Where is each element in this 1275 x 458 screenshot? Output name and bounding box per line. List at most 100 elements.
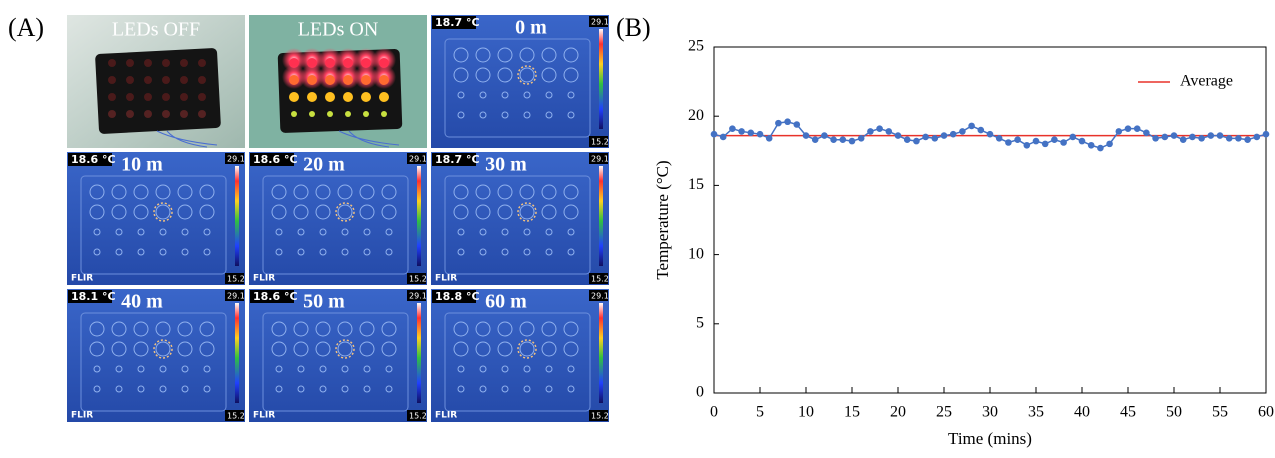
led-outline bbox=[319, 365, 327, 373]
data-point bbox=[1115, 128, 1123, 135]
data-point bbox=[995, 135, 1003, 142]
led-outline bbox=[457, 365, 465, 373]
data-point bbox=[857, 135, 865, 142]
led-outline bbox=[115, 365, 123, 373]
data-point bbox=[913, 137, 920, 145]
led-outline bbox=[203, 365, 211, 373]
led-outline bbox=[275, 228, 283, 236]
x-tick-label: 0 bbox=[710, 404, 718, 421]
plot-frame bbox=[713, 46, 1267, 394]
data-point bbox=[959, 128, 966, 135]
board-outline bbox=[262, 175, 409, 275]
led-outline bbox=[519, 67, 535, 83]
wires bbox=[338, 130, 400, 148]
led-outline bbox=[501, 365, 509, 373]
led-outline bbox=[381, 204, 397, 220]
data-point bbox=[1005, 139, 1012, 146]
data-point bbox=[1097, 144, 1104, 152]
led-outline bbox=[275, 248, 283, 256]
tile-title: 0 m bbox=[515, 17, 547, 39]
led-outline bbox=[89, 184, 105, 200]
color-scale bbox=[235, 303, 239, 403]
data-point bbox=[949, 130, 957, 138]
data-point bbox=[1207, 132, 1215, 139]
led-outline bbox=[519, 321, 535, 337]
led-outline bbox=[545, 228, 553, 236]
led bbox=[379, 92, 389, 102]
image-tile: LEDs ON bbox=[249, 15, 427, 148]
min-box bbox=[225, 273, 244, 284]
data-point bbox=[1143, 129, 1150, 137]
led-outline bbox=[341, 248, 349, 256]
led-outline bbox=[337, 321, 353, 337]
led-outline bbox=[137, 248, 145, 256]
data-point bbox=[729, 125, 736, 132]
spot-temp: 18.6 °C bbox=[253, 153, 298, 166]
data-point bbox=[977, 126, 985, 134]
scale-max: 29.1 bbox=[227, 292, 245, 301]
roi bbox=[335, 339, 355, 359]
panel-label: (B) bbox=[616, 13, 651, 42]
led-outline bbox=[203, 385, 211, 393]
led-outline bbox=[315, 204, 331, 220]
data-point bbox=[1078, 137, 1086, 145]
data-point bbox=[931, 135, 939, 142]
data-point bbox=[793, 121, 801, 128]
data-point bbox=[1244, 136, 1251, 144]
led bbox=[126, 59, 134, 67]
led-outline bbox=[519, 184, 535, 200]
led-outline bbox=[453, 341, 469, 357]
led-outline bbox=[475, 341, 491, 357]
color-scale bbox=[599, 303, 603, 403]
led-outline bbox=[337, 184, 353, 200]
led-outline bbox=[181, 248, 189, 256]
x-tick-label: 10 bbox=[798, 404, 814, 421]
led bbox=[363, 111, 369, 117]
led bbox=[198, 93, 206, 101]
y-tick-label: 5 bbox=[696, 314, 704, 331]
color-scale bbox=[599, 29, 603, 129]
led-outline bbox=[89, 204, 105, 220]
led-outline bbox=[479, 111, 487, 119]
led-outline bbox=[199, 204, 215, 220]
led bbox=[108, 76, 116, 84]
led-outline bbox=[159, 365, 167, 373]
tile-title: 20 m bbox=[303, 154, 345, 176]
wires bbox=[156, 130, 218, 148]
data-point bbox=[811, 136, 819, 144]
led bbox=[291, 111, 297, 117]
max-box bbox=[225, 290, 244, 301]
led-outline bbox=[541, 184, 557, 200]
led-outline bbox=[199, 184, 215, 200]
led-outline bbox=[181, 365, 189, 373]
roi bbox=[517, 65, 537, 85]
led-outline bbox=[453, 184, 469, 200]
image-tile: LEDs OFF bbox=[67, 15, 245, 148]
flir-logo: FLIR bbox=[253, 411, 275, 421]
x-tick-label: 40 bbox=[1074, 404, 1090, 421]
led-outline bbox=[293, 184, 309, 200]
led-outline bbox=[155, 184, 171, 200]
data-point bbox=[1189, 133, 1196, 141]
x-tick-label: 45 bbox=[1120, 404, 1136, 421]
data-point bbox=[1032, 137, 1040, 145]
spot-temp: 18.6 °C bbox=[71, 153, 116, 166]
panel-label: (A) bbox=[8, 13, 44, 42]
led bbox=[343, 92, 353, 102]
data-point bbox=[738, 128, 745, 135]
led-outline bbox=[111, 321, 127, 337]
flir-logo: FLIR bbox=[435, 411, 457, 421]
led-outline bbox=[479, 248, 487, 256]
roi bbox=[517, 339, 537, 359]
led-outline bbox=[155, 204, 171, 220]
led-outline bbox=[479, 91, 487, 99]
min-box bbox=[589, 136, 608, 147]
flir-logo: FLIR bbox=[71, 411, 93, 421]
led-outline bbox=[341, 385, 349, 393]
led-outline bbox=[359, 204, 375, 220]
led-outline bbox=[341, 228, 349, 236]
led bbox=[162, 110, 170, 118]
led-outline bbox=[93, 248, 101, 256]
max-box bbox=[407, 153, 426, 164]
led-outline bbox=[319, 228, 327, 236]
